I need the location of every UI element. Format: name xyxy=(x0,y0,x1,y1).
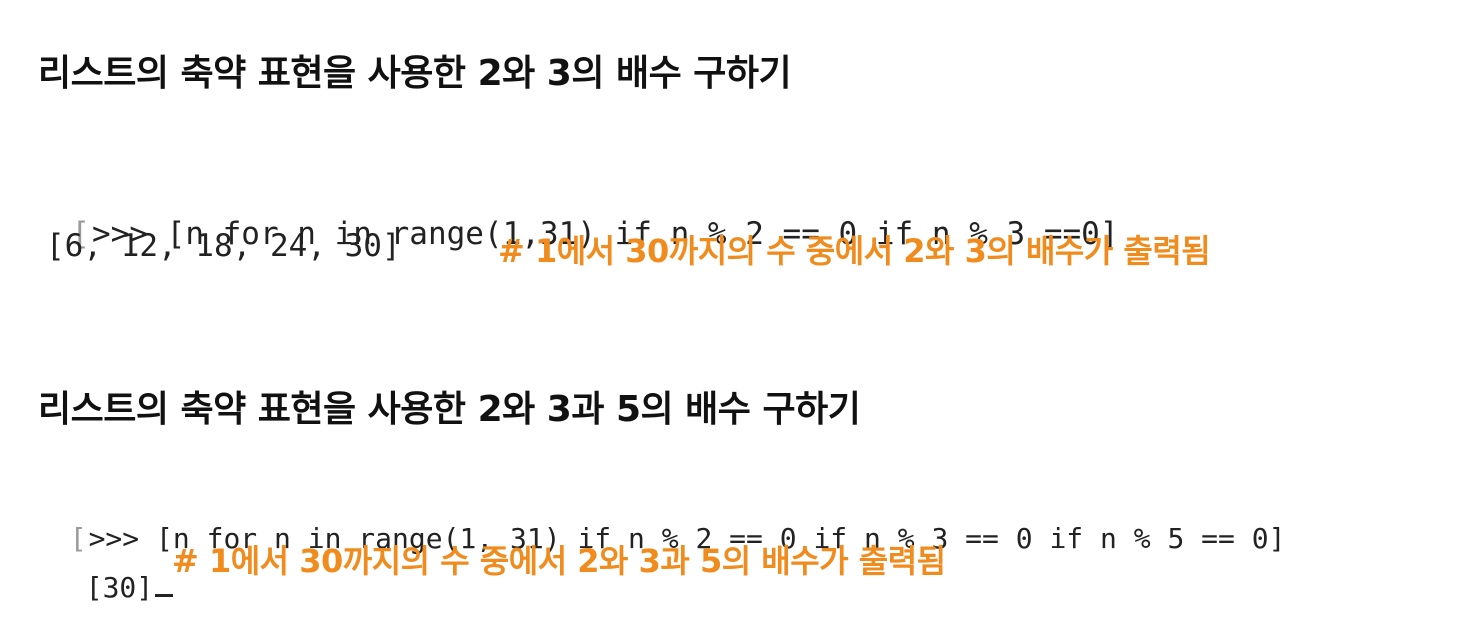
cursor-icon xyxy=(155,594,174,597)
section2-output-line: [30] xyxy=(52,538,174,604)
section1-code: >>> [n for n in range(1,31) if n % 2 == … xyxy=(92,216,1119,252)
section2-heading: 리스트의 축약 표현을 사용한 2와 3과 5의 배수 구하기 xyxy=(38,389,861,430)
section2-output: [30] xyxy=(85,571,154,604)
prompt-bracket-mark: [ xyxy=(71,216,90,252)
section2-code: >>> [n for n in range(1, 31) if n % 2 ==… xyxy=(88,522,1286,555)
section2-code-line: [>>> [n for n in range(1, 31) if n % 2 =… xyxy=(36,489,1286,555)
prompt-bracket-mark: [ xyxy=(69,522,87,555)
section1-comment: # 1에서 30까지의 수 중에서 2와 3의 배수가 출력됨 xyxy=(498,232,1211,270)
section2-comment: # 1에서 30까지의 수 중에서 2와 3과 5의 배수가 출력됨 xyxy=(172,542,946,580)
section1-heading: 리스트의 축약 표현을 사용한 2와 3의 배수 구하기 xyxy=(38,53,792,94)
section1-code-line: [>>> [n for n in range(1,31) if n % 2 ==… xyxy=(34,180,1119,252)
section1-output: [6, 12, 18, 24, 30] xyxy=(46,228,401,264)
